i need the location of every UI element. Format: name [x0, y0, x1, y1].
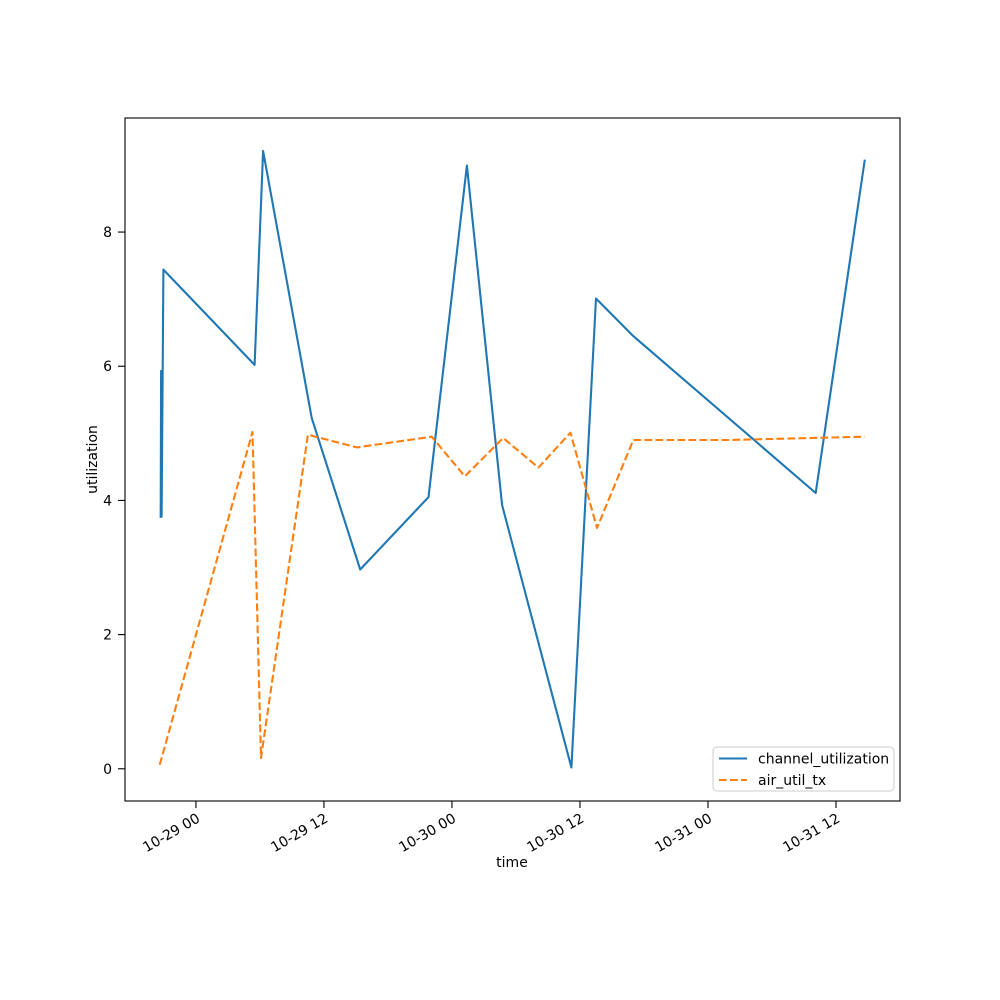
x-tick-label: 10-30 00 — [396, 811, 459, 856]
x-tick-label: 10-30 12 — [524, 811, 587, 856]
y-tick-label: 4 — [103, 493, 112, 509]
series-layer — [158, 149, 866, 769]
x-tick-label: 10-31 00 — [652, 811, 715, 856]
plot-area-border — [124, 117, 901, 802]
legend-box — [712, 746, 895, 792]
x-tick-label: 10-29 00 — [140, 811, 203, 856]
series-line-channel_utilization — [159, 149, 866, 769]
x-tick-label: 10-31 12 — [780, 811, 843, 856]
series-line-air_util_tx — [158, 430, 865, 766]
y-axis-label: utilization — [85, 425, 101, 494]
legend: channel_utilization air_util_tx — [712, 746, 895, 792]
x-axis-label: time — [496, 855, 528, 871]
legend-entry-channel-utilization: channel_utilization — [758, 752, 889, 768]
x-tick-label: 10-29 12 — [268, 811, 331, 856]
y-tick-label: 0 — [103, 762, 112, 778]
y-tick-label: 2 — [103, 628, 112, 644]
legend-entry-air-util-tx: air_util_tx — [758, 773, 826, 789]
y-tick-label: 8 — [103, 225, 112, 241]
y-tick-label: 6 — [103, 359, 112, 375]
